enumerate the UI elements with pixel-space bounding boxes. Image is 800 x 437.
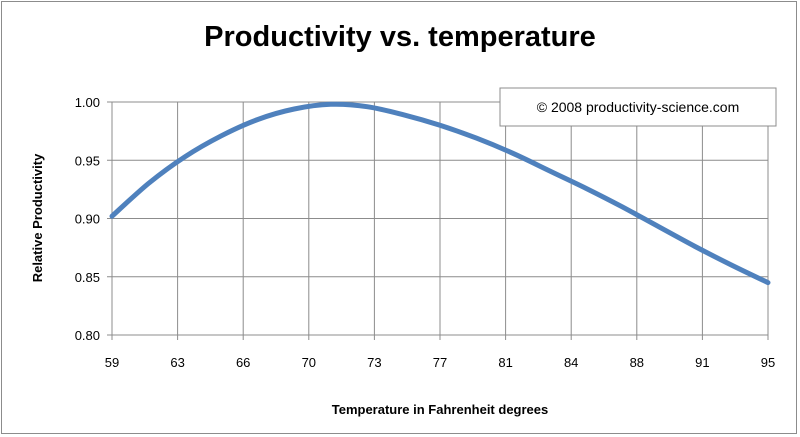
- y-tick-label: 0.80: [75, 328, 100, 343]
- x-tick-label: 66: [236, 355, 250, 370]
- y-tick-label: 0.90: [75, 212, 100, 227]
- y-tick-label: 1.00: [75, 95, 100, 110]
- y-tick-label: 0.95: [75, 153, 100, 168]
- x-tick-label: 73: [367, 355, 381, 370]
- x-tick-label: 81: [498, 355, 512, 370]
- x-tick-label: 95: [761, 355, 775, 370]
- y-axis-tick-labels: 1.00 0.95 0.90 0.85 0.80: [75, 95, 100, 343]
- y-axis-label: Relative Productivity: [30, 153, 45, 282]
- x-tick-label: 63: [170, 355, 184, 370]
- x-tick-label: 77: [433, 355, 447, 370]
- x-tick-label: 70: [302, 355, 316, 370]
- horizontal-gridlines: [107, 101, 768, 336]
- vertical-gridlines: [111, 102, 769, 340]
- copyright-legend-box: © 2008 productivity-science.com: [499, 87, 777, 127]
- x-tick-label: 91: [695, 355, 709, 370]
- y-tick-label: 0.85: [75, 270, 100, 285]
- productivity-series-line: [109, 101, 771, 286]
- chart-title: Productivity vs. temperature: [204, 21, 596, 53]
- copyright-annotation: © 2008 productivity-science.com: [537, 99, 740, 115]
- x-tick-label: 84: [564, 355, 578, 370]
- x-tick-label: 88: [630, 355, 644, 370]
- x-tick-label: 59: [105, 355, 119, 370]
- x-axis-tick-labels: 59 63 66 70 73 77 81 84 88 91 95: [105, 355, 775, 370]
- x-axis-label: Temperature in Fahrenheit degrees: [332, 402, 549, 417]
- legend-box: [499, 87, 777, 127]
